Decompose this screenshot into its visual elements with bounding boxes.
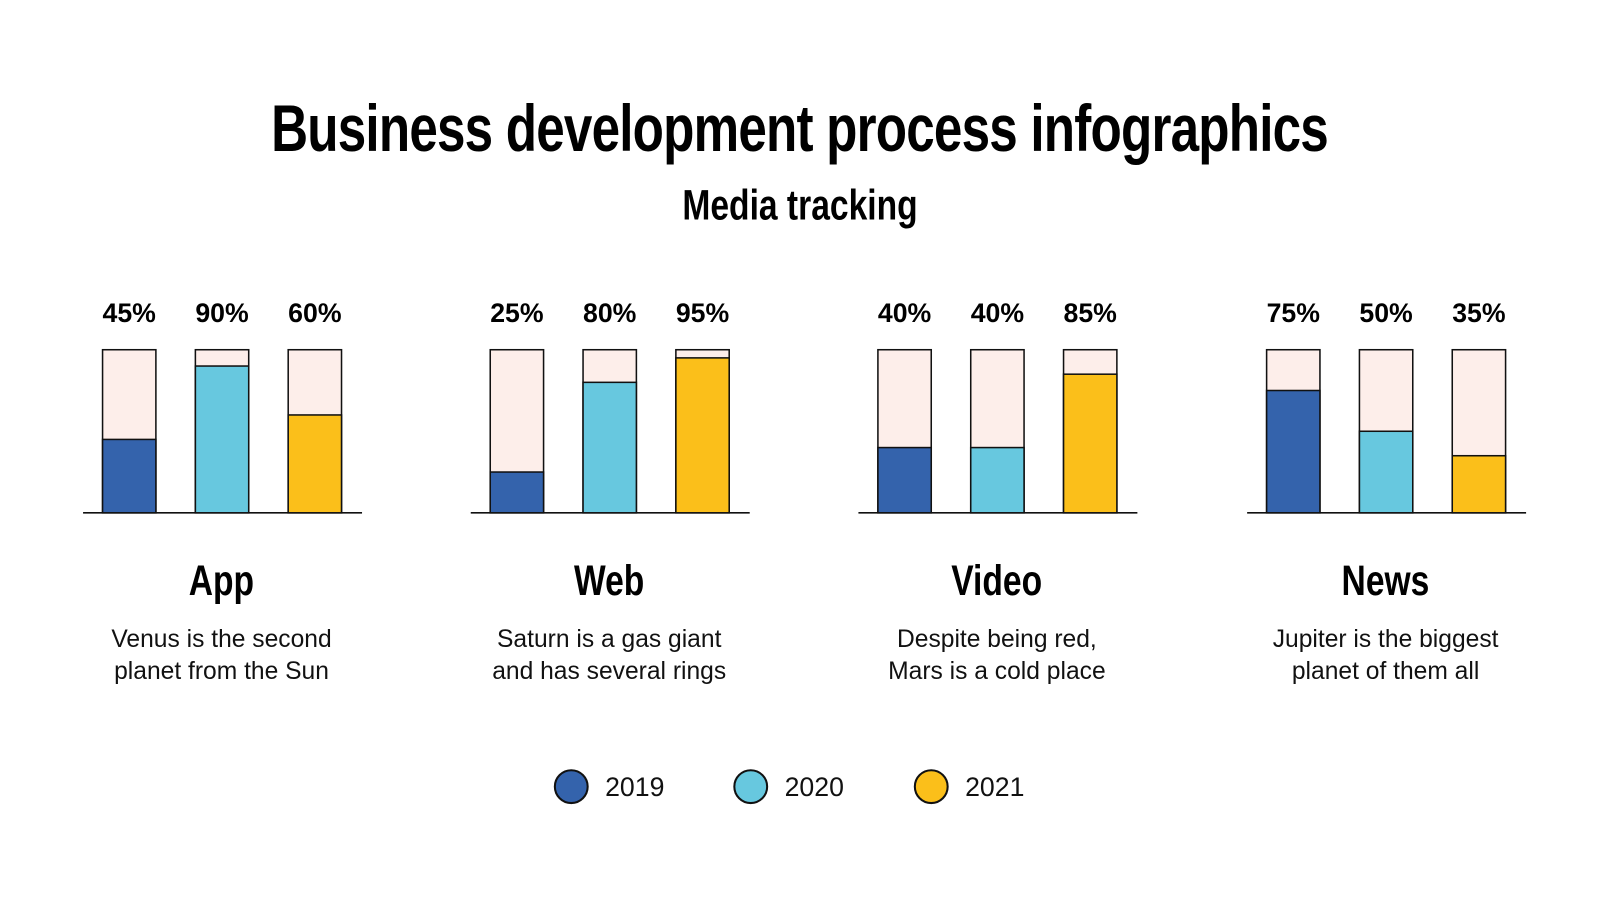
legend-item-2021: 2021 [913, 769, 1025, 805]
category-title: News [1221, 556, 1549, 605]
bar-video-2020 [969, 446, 1025, 514]
data-label: 50% [1359, 298, 1412, 328]
legend-label: 2020 [784, 770, 844, 802]
legend-item-2020: 2020 [733, 769, 844, 805]
bar-web-2020 [582, 381, 638, 514]
data-label: 75% [1267, 298, 1320, 328]
category-title-text: Video [951, 555, 1043, 605]
legend-swatch-2019 [553, 769, 589, 805]
data-label: 35% [1452, 298, 1505, 328]
data-label: 80% [583, 298, 636, 328]
page-title: Business development process infographic… [0, 90, 1600, 166]
description-line: planet from the Sun [114, 657, 329, 686]
description-line: Jupiter is the biggest [1272, 625, 1499, 654]
bar-news-2021 [1451, 454, 1507, 514]
bar-app-2020 [194, 365, 250, 514]
legend-swatch-2020 [733, 769, 769, 805]
legend-label: 2021 [965, 770, 1025, 802]
page-title-text: Business development process infographic… [271, 91, 1330, 166]
description-line: Venus is the second [111, 625, 332, 654]
category-title-text: Web [574, 555, 645, 605]
bar-app-2021 [287, 414, 343, 514]
data-label: 85% [1064, 298, 1117, 328]
bar-web-2019 [489, 471, 545, 514]
bar-video-2019 [877, 446, 933, 514]
description-line: Saturn is a gas giant [496, 625, 722, 654]
page-subtitle: Media tracking [0, 181, 1600, 230]
data-label: 90% [195, 298, 248, 328]
page-subtitle-text: Media tracking [682, 180, 918, 229]
data-label: 95% [676, 298, 729, 328]
category-title: App [57, 556, 385, 605]
bar-news-2019 [1265, 389, 1321, 514]
category-description: Jupiter is the biggest planet of them all [1221, 624, 1549, 688]
category-title-text: App [188, 555, 255, 605]
category-title-text: News [1341, 555, 1430, 605]
bar-news-2020 [1358, 430, 1414, 514]
data-label: 60% [288, 298, 341, 328]
description-line: Mars is a cold place [888, 657, 1106, 686]
category-title: Web [445, 556, 773, 605]
data-label: 40% [971, 298, 1024, 328]
description-line: Despite being red, [896, 625, 1097, 654]
category-description: Venus is the second planet from the Sun [57, 624, 385, 688]
category-description: Saturn is a gas giant and has several rin… [445, 624, 773, 688]
bar-app-2019 [101, 438, 157, 514]
legend-label: 2019 [605, 770, 665, 802]
data-label: 25% [490, 298, 543, 328]
legend: 2019 2020 2021 [0, 769, 1600, 810]
legend-swatch-2021 [913, 769, 949, 805]
legend-item-2019: 2019 [553, 769, 665, 805]
bar-video-2021 [1062, 373, 1118, 514]
category-description: Despite being red, Mars is a cold place [833, 624, 1161, 688]
data-label: 45% [103, 298, 156, 328]
description-line: planet of them all [1291, 657, 1480, 686]
bar-web-2021 [675, 357, 730, 514]
data-label: 40% [878, 298, 931, 328]
description-line: and has several rings [492, 657, 727, 686]
category-title: Video [833, 556, 1161, 605]
